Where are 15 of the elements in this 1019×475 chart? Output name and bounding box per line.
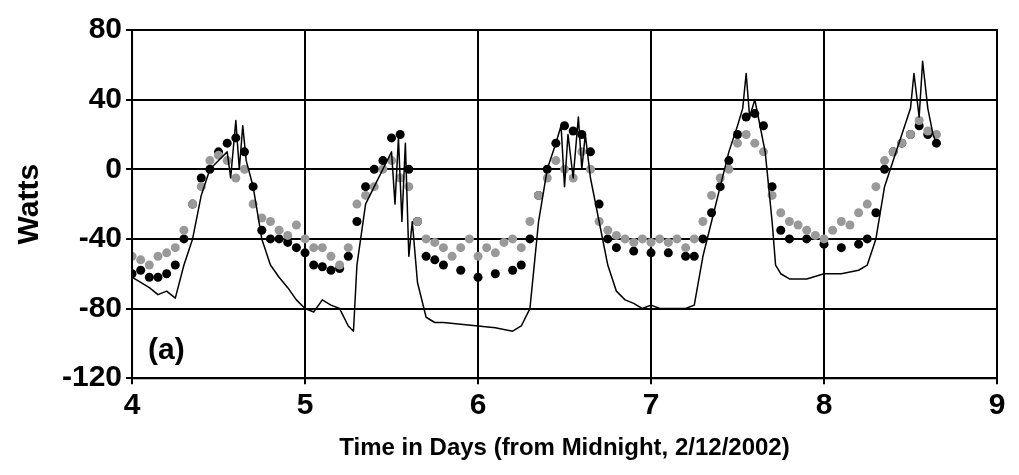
x-tick-label: 4 [123, 387, 141, 421]
y-tick-label: 40 [88, 80, 123, 114]
y-tick-label: -80 [78, 289, 123, 323]
y-tick-label: -120 [62, 359, 123, 393]
x-axis-title: Time in Days (from Midnight, 2/12/2002) [339, 433, 790, 461]
x-tick-label: 7 [642, 387, 660, 421]
x-tick-label: 8 [815, 387, 833, 421]
annotation: (a) [148, 332, 185, 366]
y-tick-label: -40 [78, 220, 123, 254]
y-tick-label: 0 [105, 150, 123, 184]
x-tick-label: 9 [988, 387, 1006, 421]
x-tick-label: 5 [296, 387, 314, 421]
y-tick-label: 80 [88, 11, 123, 45]
y-axis-title: Watts [11, 163, 45, 245]
x-tick-label: 6 [469, 387, 487, 421]
